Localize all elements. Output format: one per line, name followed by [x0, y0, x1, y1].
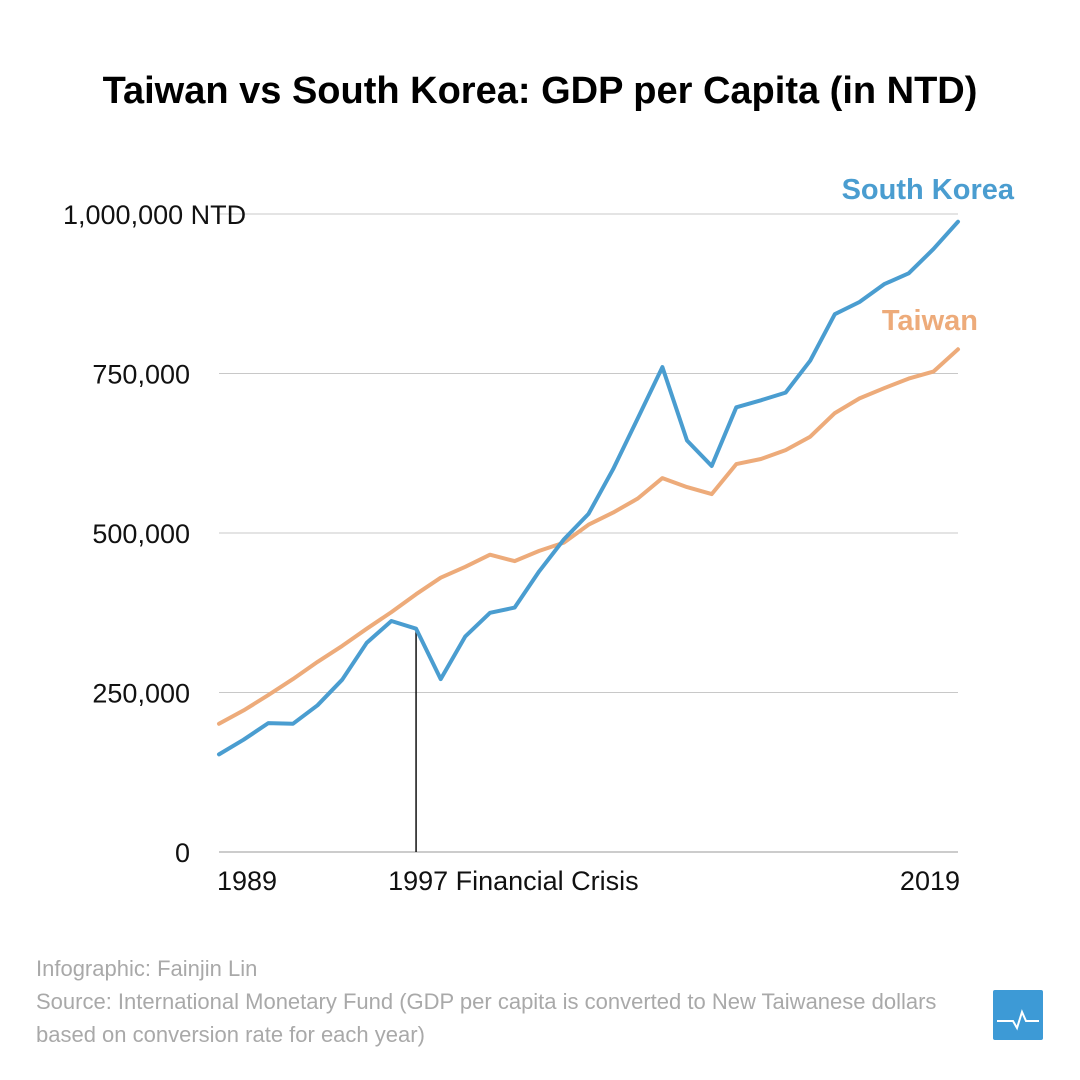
y-tick-label: 1,000,000 NTD	[63, 200, 246, 230]
y-tick-label: 500,000	[92, 519, 190, 549]
y-tick-label: 250,000	[92, 679, 190, 709]
series-label-taiwan: Taiwan	[882, 305, 978, 337]
x-tick-label: 2019	[900, 866, 960, 896]
x-tick-label: 1997 Financial Crisis	[388, 866, 639, 896]
series-label-south-korea: South Korea	[842, 174, 1015, 206]
line-chart: 0 250,000 500,000 750,000 1,000,000 NTD 1989 1…	[63, 174, 1015, 896]
series-line-taiwan	[217, 347, 960, 726]
heartbeat-chart-icon	[993, 990, 1043, 1040]
source-note: Source: International Monetary Fund (GDP…	[36, 989, 937, 1047]
series-line-south-korea	[217, 219, 960, 757]
y-tick-label: 750,000	[92, 360, 190, 390]
y-tick-label: 0	[175, 838, 190, 868]
x-tick-label: 1989	[217, 866, 277, 896]
chart-title: Taiwan vs South Korea: GDP per Capita (i…	[102, 70, 978, 112]
infographic-credit: Infographic: Fainjin Lin	[36, 956, 258, 981]
